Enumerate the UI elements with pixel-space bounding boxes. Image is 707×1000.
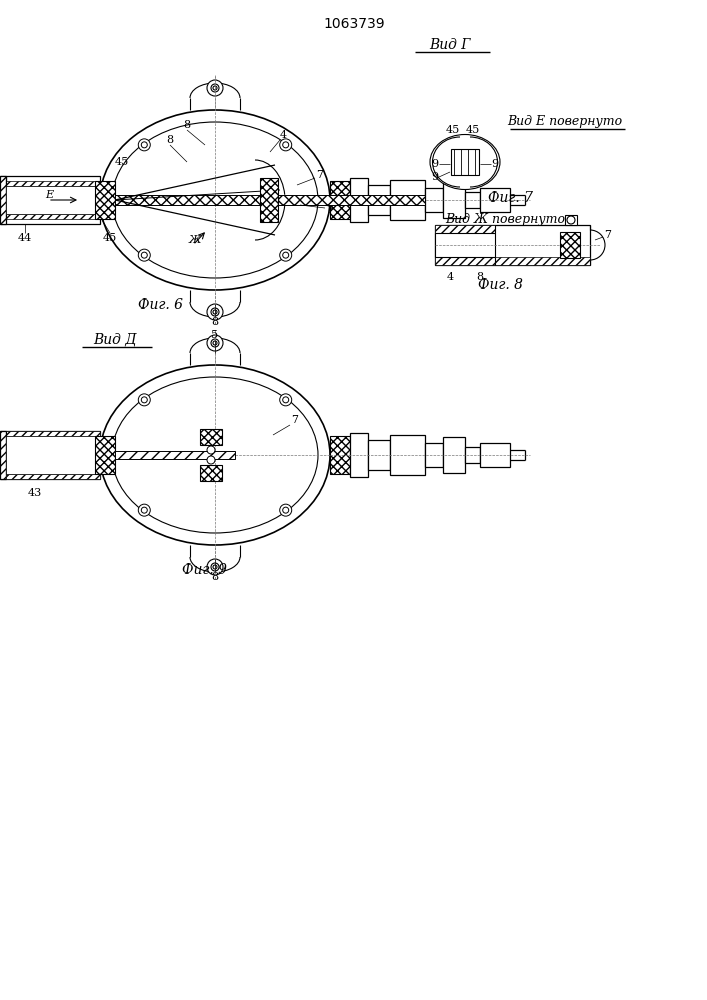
Bar: [465, 447, 480, 463]
Bar: [200, 429, 222, 445]
Text: Е: Е: [45, 190, 53, 200]
Text: 4: 4: [446, 272, 454, 282]
Text: 8: 8: [477, 272, 484, 282]
Text: 45: 45: [103, 233, 117, 243]
Bar: [435, 225, 495, 233]
Circle shape: [139, 394, 151, 406]
Bar: [95, 436, 115, 474]
Circle shape: [139, 504, 151, 516]
Text: 8: 8: [211, 317, 218, 327]
Bar: [6, 431, 100, 436]
Text: 43: 43: [28, 488, 42, 498]
Text: Вид Е повернуто: Вид Е повернуто: [508, 115, 623, 128]
Bar: [480, 188, 510, 212]
Circle shape: [280, 139, 292, 151]
Text: Фиг. 8: Фиг. 8: [477, 278, 522, 292]
Bar: [443, 437, 465, 473]
Bar: [6, 214, 100, 219]
Bar: [115, 195, 425, 205]
Bar: [435, 225, 590, 265]
Bar: [350, 178, 368, 222]
Ellipse shape: [100, 110, 330, 290]
Text: Вид Ж повернуто: Вид Ж повернуто: [445, 214, 565, 227]
Bar: [200, 465, 222, 481]
Circle shape: [139, 139, 151, 151]
Circle shape: [567, 216, 575, 224]
Bar: [6, 436, 100, 474]
Text: 4: 4: [279, 130, 286, 140]
Text: 8: 8: [166, 135, 173, 145]
Text: 9: 9: [491, 159, 498, 169]
Text: Вид Г: Вид Г: [429, 38, 471, 52]
Text: Фиг. 6: Фиг. 6: [137, 298, 182, 312]
Bar: [0, 176, 6, 224]
Text: Ж: Ж: [189, 235, 201, 245]
Bar: [260, 178, 278, 222]
Circle shape: [280, 394, 292, 406]
Bar: [330, 436, 350, 474]
Text: 9: 9: [431, 172, 438, 182]
Text: 7: 7: [317, 170, 324, 180]
Bar: [95, 181, 115, 219]
Circle shape: [207, 80, 223, 96]
Text: Вид Д: Вид Д: [93, 333, 136, 347]
Bar: [465, 192, 480, 208]
Bar: [368, 440, 390, 470]
Bar: [350, 433, 368, 477]
Bar: [368, 185, 390, 215]
Text: 45: 45: [446, 125, 460, 135]
Text: 9: 9: [431, 159, 438, 169]
Bar: [565, 215, 577, 225]
Bar: [425, 443, 443, 467]
Bar: [6, 181, 100, 186]
Bar: [560, 232, 580, 258]
Bar: [6, 186, 100, 214]
Bar: [330, 181, 350, 219]
Circle shape: [207, 446, 215, 454]
Bar: [390, 435, 425, 475]
Text: 5: 5: [211, 330, 218, 340]
Bar: [6, 474, 100, 479]
Circle shape: [139, 249, 151, 261]
Bar: [435, 257, 590, 265]
Bar: [451, 149, 479, 175]
Text: 7: 7: [604, 230, 612, 240]
Text: Фиг. 9: Фиг. 9: [182, 563, 228, 577]
Bar: [0, 431, 100, 479]
Bar: [0, 176, 100, 224]
Text: 7: 7: [327, 205, 334, 215]
Circle shape: [207, 335, 223, 351]
Bar: [425, 188, 443, 212]
Circle shape: [280, 504, 292, 516]
Circle shape: [207, 559, 223, 575]
Text: Фиг. 7: Фиг. 7: [488, 191, 532, 205]
Ellipse shape: [100, 365, 330, 545]
Ellipse shape: [430, 134, 500, 190]
Text: 7: 7: [291, 415, 298, 425]
Text: 1063739: 1063739: [323, 17, 385, 31]
Circle shape: [280, 249, 292, 261]
Bar: [435, 233, 495, 257]
Bar: [480, 443, 510, 467]
Text: 8: 8: [211, 572, 218, 582]
Text: 45: 45: [466, 125, 480, 135]
Bar: [443, 182, 465, 218]
Bar: [115, 451, 235, 459]
Text: 44: 44: [18, 233, 32, 243]
Text: 8: 8: [183, 120, 191, 130]
Text: 45: 45: [115, 157, 129, 167]
Bar: [390, 180, 425, 220]
Circle shape: [207, 304, 223, 320]
Circle shape: [207, 456, 215, 464]
Bar: [0, 431, 6, 479]
